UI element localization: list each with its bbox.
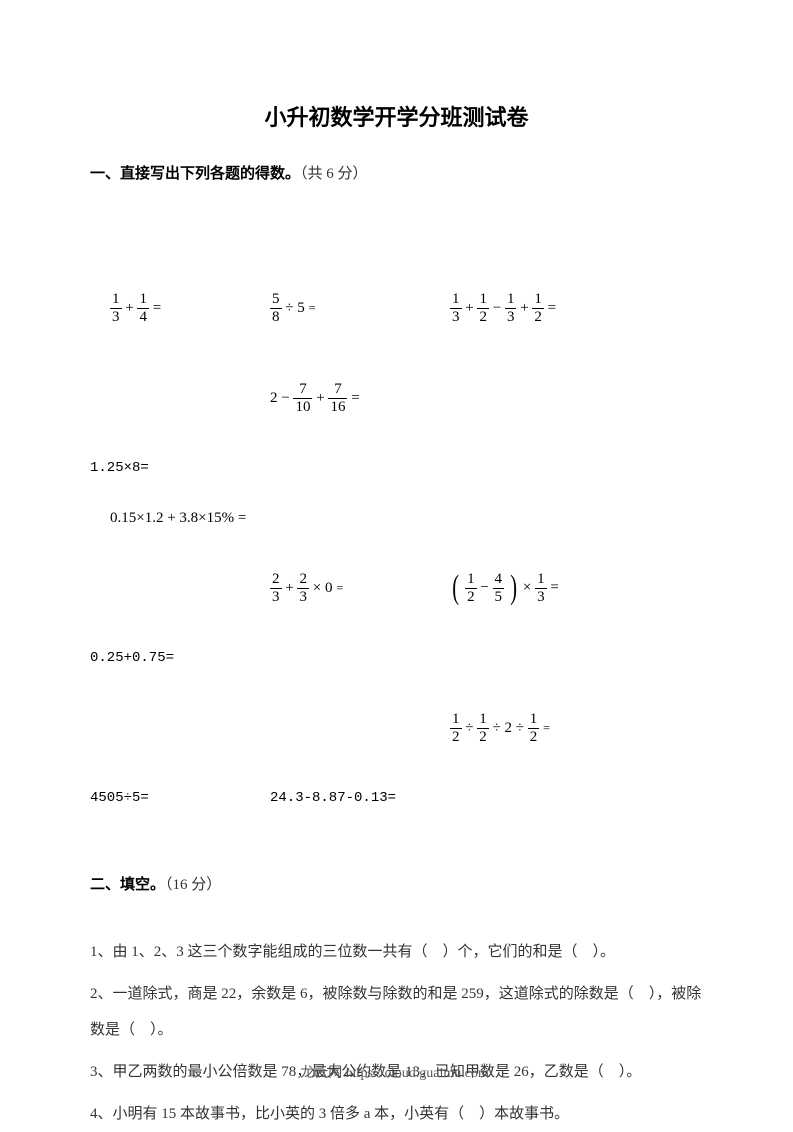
eq-row-5: 23 + 23 × 0 = ( 12 − 45 ) × 13 =: [90, 543, 703, 633]
eq-4-1: 0.15×1.2 + 3.8×15% =: [90, 510, 246, 527]
eq-1-2: 58 ÷ 5 =: [270, 292, 450, 325]
fill-item-4: 4、小明有 15 本故事书，比小英的 3 倍多 a 本，小英有（ ）本故事书。: [90, 1096, 703, 1132]
eq-7-3: 12 ÷ 12 ÷ 2 ÷ 12 =: [450, 712, 670, 745]
eq-row-7: 12 ÷ 12 ÷ 2 ÷ 12 =: [90, 683, 703, 773]
section-1-bold: 一、直接写出下列各题的得数。: [90, 165, 300, 182]
eq-row-6: 0.25+0.75=: [90, 633, 703, 683]
section-1-plain: （共 6 分）: [300, 166, 368, 182]
fill-blank-list: 1、由 1、2、3 这三个数字能组成的三位数一共有（ ）个，它们的和是（ ）。 …: [90, 934, 703, 1132]
section-2-plain: （16 分）: [165, 877, 221, 893]
eq-3-1: 1.25×8=: [90, 460, 270, 476]
page-title: 小升初数学开学分班测试卷: [90, 100, 703, 132]
eq-row-4: 0.15×1.2 + 3.8×15% =: [90, 493, 703, 543]
eq-row-2: 2 − 710 + 716 =: [90, 353, 703, 443]
section-1-heading: 一、直接写出下列各题的得数。（共 6 分）: [90, 162, 703, 183]
eq-row-3: 1.25×8=: [90, 443, 703, 493]
section-2-bold: 二、填空。: [90, 876, 165, 893]
eq-8-2: 24.3-8.87-0.13=: [270, 790, 450, 806]
fill-item-2: 2、一道除式，商是 22，余数是 6，被除数与除数的和是 259，这道除式的除数…: [90, 976, 703, 1048]
equations-grid: 13 + 14 = 58 ÷ 5 = 13 + 12 − 13 + 12 = 2…: [90, 263, 703, 823]
eq-1-1: 13 + 14 =: [90, 292, 270, 325]
eq-8-1: 4505÷5=: [90, 790, 270, 806]
eq-2-2: 2 − 710 + 716 =: [270, 382, 450, 415]
fill-item-1: 1、由 1、2、3 这三个数字能组成的三位数一共有（ ）个，它们的和是（ ）。: [90, 934, 703, 970]
eq-row-8: 4505÷5= 24.3-8.87-0.13=: [90, 773, 703, 823]
eq-5-3: ( 12 − 45 ) × 13 =: [450, 571, 670, 605]
eq-5-2: 23 + 23 × 0 =: [270, 572, 450, 605]
eq-1-3: 13 + 12 − 13 + 12 =: [450, 292, 670, 325]
eq-6-1: 0.25+0.75=: [90, 650, 270, 666]
section-2-heading: 二、填空。（16 分）: [90, 873, 703, 894]
page-footer: 龙云网 https://cloud.guaimu.com/: [0, 1062, 793, 1082]
eq-row-1: 13 + 14 = 58 ÷ 5 = 13 + 12 − 13 + 12 =: [90, 263, 703, 353]
